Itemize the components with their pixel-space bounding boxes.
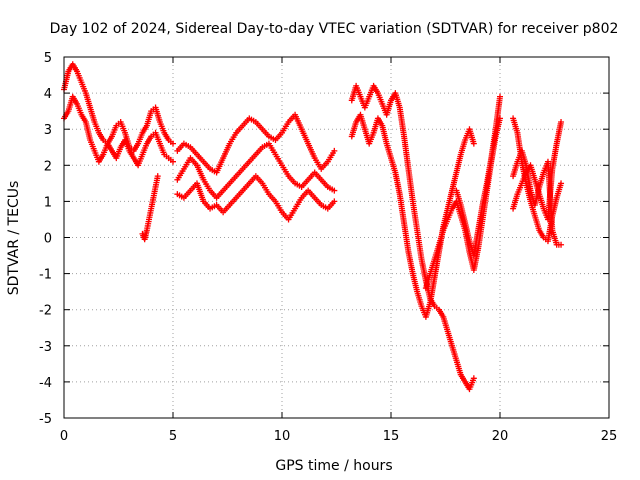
series-3	[139, 173, 161, 243]
y-tick-label: 0	[44, 232, 52, 247]
plot-frame	[63, 56, 610, 419]
data-point	[170, 140, 176, 147]
axis-ticks: 0 5 10 15 20 25 -5 -4 -3 -2 -1 0 1 2 3 4 5	[39, 51, 617, 444]
data-point	[497, 93, 503, 100]
series-10	[453, 93, 503, 259]
y-tick-label: 5	[44, 51, 52, 66]
series-5	[174, 140, 338, 201]
data-point	[558, 241, 565, 248]
x-axis-label: GPS time / hours	[275, 458, 392, 474]
series-13	[510, 147, 565, 248]
data-point	[558, 118, 565, 125]
data-point	[154, 173, 161, 180]
series-4	[174, 111, 338, 176]
y-axis-label: SDTVAR / TECUs	[6, 181, 22, 296]
series-6	[174, 173, 338, 223]
y-tick-label: -1	[39, 268, 52, 283]
data-point	[558, 180, 565, 187]
x-tick-label: 25	[601, 429, 618, 444]
x-tick-label: 20	[492, 429, 509, 444]
y-tick-label: -4	[39, 376, 52, 391]
y-tick-label: 1	[44, 195, 52, 210]
series-7	[348, 82, 477, 393]
x-tick-label: 10	[274, 429, 291, 444]
x-tick-label: 15	[383, 429, 400, 444]
x-tick-label: 5	[169, 429, 177, 444]
series-8	[348, 111, 477, 320]
y-tick-label: 3	[44, 123, 52, 138]
y-tick-label: 2	[44, 159, 52, 174]
series-2	[61, 93, 176, 169]
data-markers	[61, 61, 565, 393]
series-11	[510, 115, 565, 245]
data-point	[331, 147, 338, 154]
data-point	[470, 375, 477, 382]
y-tick-label: -2	[39, 304, 52, 319]
series-1	[61, 61, 176, 154]
data-point	[470, 140, 477, 147]
data-point	[331, 198, 338, 205]
data-point	[331, 187, 338, 194]
y-tick-label: -5	[39, 412, 52, 427]
chart-title: Day 102 of 2024, Sidereal Day-to-day VTE…	[50, 21, 619, 37]
y-tick-label: -3	[39, 340, 52, 355]
x-tick-label: 0	[60, 429, 68, 444]
data-point	[170, 158, 176, 165]
y-tick-label: 4	[44, 87, 52, 102]
